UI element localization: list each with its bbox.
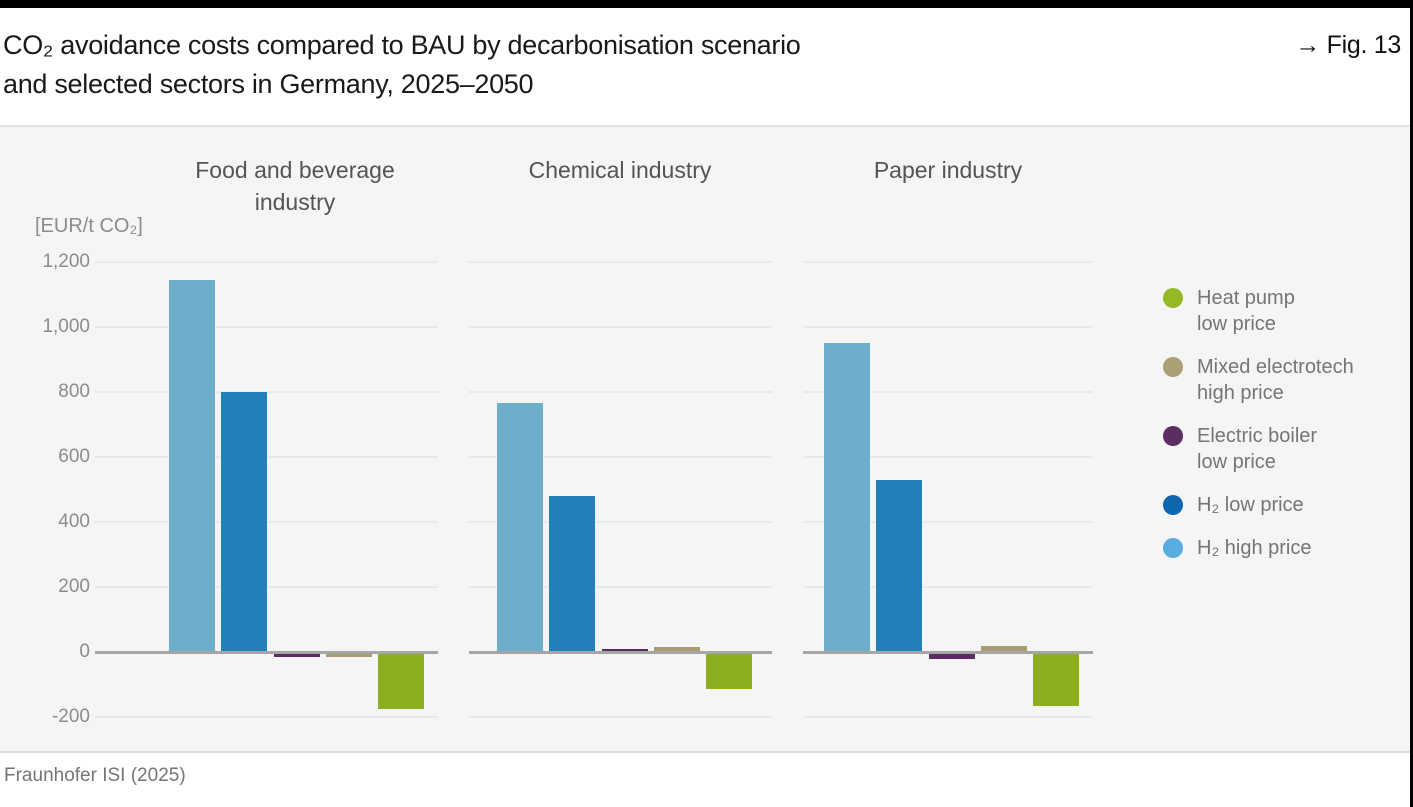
chart-area: [EUR/t CO₂] 1,200 1,000 800 600 400 200 0 -200 F… [0,127,1413,751]
bar-mixed-electrotech-high-price-food-and-beverage-industry [326,652,372,657]
gridline-chemical-industry--200 [469,716,772,718]
zero-line-food-and-beverage-industry-0 [95,651,438,654]
y-tick-label-600: 600 [58,446,90,467]
gridline-paper-industry-200 [803,586,1093,588]
legend-item-h2-low-price: H₂ low price [1163,492,1354,518]
bar-heat-pump-low-price-food-and-beverage-industry [378,652,424,709]
legend-dot-h2-low-price [1163,495,1183,515]
gridline-food-and-beverage-industry-1200 [95,261,438,263]
bar-mixed-electrotech-high-price-chemical-industry [654,647,700,652]
panel-title-food-and-beverage-industry: Food and beverage industry [195,157,395,215]
gridline-paper-industry-1200 [803,261,1093,263]
figure-number-label: → Fig. 13 [1295,31,1401,59]
gridline-paper-industry--200 [803,716,1093,718]
legend-label-heat-pump-low-price: Heat pump low price [1197,287,1295,335]
gridline-food-and-beverage-industry-1000 [95,326,438,328]
header-divider [0,125,1413,127]
legend-label-mixed-electrotech-high-price: Mixed electrotech high price [1197,356,1354,404]
gridline-paper-industry-600 [803,456,1093,458]
footer-divider [0,751,1413,753]
gridline-chemical-industry-1200 [469,261,772,263]
bar-heat-pump-low-price-chemical-industry [706,652,752,690]
gridline-chemical-industry-200 [469,586,772,588]
legend-label-h2-low-price: H₂ low price [1197,494,1304,516]
legend-dot-h2-high-price [1163,538,1183,558]
legend-dot-mixed-electrotech-high-price [1163,357,1183,377]
gridline-paper-industry-800 [803,391,1093,393]
bar-h2-low-price-paper-industry [876,479,922,652]
legend-label-h2-high-price: H₂ high price [1197,537,1312,559]
gridline-chemical-industry-800 [469,391,772,393]
y-tick-label-1-000: 1,000 [42,316,90,337]
y-tick-label-0: 0 [79,641,90,662]
legend-item-mixed-electrotech-high-price: Mixed electrotech high price [1163,354,1354,406]
legend-label-electric-boiler-low-price: Electric boiler low price [1197,425,1318,473]
bar-h2-low-price-food-and-beverage-industry [221,392,267,652]
legend: Heat pump low price Mixed electrotech hig… [1163,285,1354,561]
bar-electric-boiler-low-price-chemical-industry [602,648,648,652]
legend-item-electric-boiler-low-price: Electric boiler low price [1163,423,1354,475]
bar-heat-pump-low-price-paper-industry [1033,652,1079,706]
bar-mixed-electrotech-high-price-paper-industry [981,645,1027,652]
panel-title-chemical-industry: Chemical industry [528,157,712,183]
page-title-line2: and selected sectors in Germany, 2025–20… [3,69,534,99]
bar-h2-low-price-chemical-industry [549,496,595,652]
bar-h2-high-price-chemical-industry [497,403,543,652]
gridline-paper-industry-400 [803,521,1093,523]
panel-title-paper-industry: Paper industry [873,157,1023,183]
gridline-food-and-beverage-industry--200 [95,716,438,718]
y-axis-unit-label: [EUR/t CO₂] [35,215,143,237]
page-title-line1: CO₂ avoidance costs compared to BAU by d… [3,30,801,60]
y-tick-label-1-200: 1,200 [42,251,90,272]
zero-line-chemical-industry-0 [469,651,772,654]
source-label: Fraunhofer ISI (2025) [4,765,186,786]
gridline-paper-industry-1000 [803,326,1093,328]
top-black-bar [0,0,1413,8]
y-tick-label-200: 200 [58,576,90,597]
gridline-chemical-industry-1000 [469,326,772,328]
zero-line-paper-industry-0 [803,651,1093,654]
legend-dot-electric-boiler-low-price [1163,426,1183,446]
bar-h2-high-price-paper-industry [824,343,870,652]
right-black-border [1410,0,1413,807]
bar-electric-boiler-low-price-paper-industry [929,652,975,659]
legend-dot-heat-pump-low-price [1163,288,1183,308]
gridline-chemical-industry-600 [469,456,772,458]
legend-item-h2-high-price: H₂ high price [1163,535,1354,561]
bar-electric-boiler-low-price-food-and-beverage-industry [274,652,320,657]
legend-item-heat-pump-low-price: Heat pump low price [1163,285,1354,337]
y-tick-label-200: -200 [51,706,90,727]
gridline-chemical-industry-400 [469,521,772,523]
y-tick-label-800: 800 [58,381,90,402]
page-title: CO₂ avoidance costs compared to BAU by d… [3,26,1103,104]
bar-h2-high-price-food-and-beverage-industry [169,279,215,652]
y-tick-label-400: 400 [58,511,90,532]
